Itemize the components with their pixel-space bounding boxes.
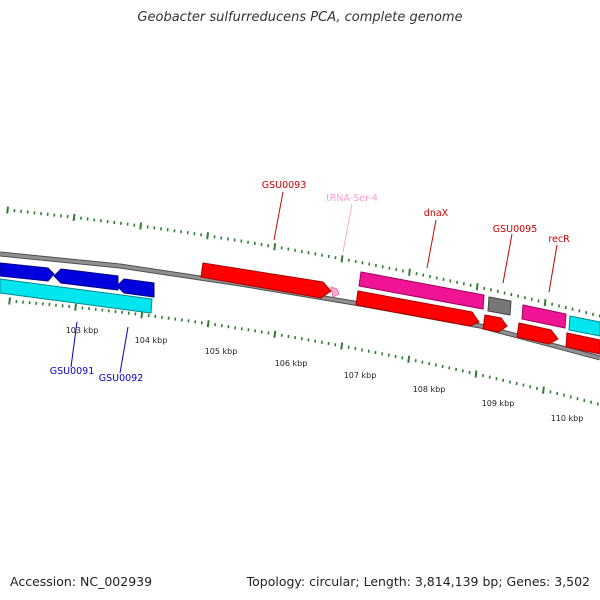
inner-tick [74,303,77,311]
scale-labels: 103 kbp 104 kbp 105 kbp 106 kbp 107 kbp … [66,326,584,423]
outer-tick [72,213,76,222]
gene-gsu0090-arrow[interactable] [0,262,55,282]
outer-tick [475,283,479,291]
gene-red-minus-4[interactable] [565,332,600,355]
outer-tick [340,255,344,263]
accession-text: Accession: NC_002939 [10,574,153,589]
gene-recr-arrow[interactable] [521,304,567,329]
outer-tick [408,268,411,276]
gene-red-minus-1[interactable] [355,290,480,327]
outer-tick [6,206,9,214]
outer-tick [273,243,277,251]
outer-tick [139,222,143,230]
gene-label-trna-ser-4[interactable]: tRNA-Ser-4 [326,193,378,204]
inner-tick [340,342,344,350]
inner-tick-marks [8,297,599,406]
scale-label-107kbp: 107 kbp [344,371,377,380]
inner-tick [542,386,545,394]
scale-label-104kbp: 104 kbp [135,336,168,345]
scale-label-109kbp: 109 kbp [482,399,515,408]
gene-label-dnax[interactable]: dnaX [424,208,449,219]
gene-gsu0091-arrow[interactable] [53,268,119,291]
gene-labels: GSU0093 tRNA-Ser-4 dnaX GSU0095 recR GSU… [50,180,570,384]
minus-strand-genes [0,278,600,355]
inner-tick [206,320,210,328]
gene-dnax-arrow[interactable] [358,271,485,310]
scale-label-105kbp: 105 kbp [205,347,238,356]
gene-label-gsu0093[interactable]: GSU0093 [262,180,307,191]
gene-red-minus-2[interactable] [482,314,508,333]
gene-label-gsu0091[interactable]: GSU0091 [50,366,95,377]
gene-gsu0092-arrow[interactable] [116,278,155,298]
gene-label-gsu0092[interactable]: GSU0092 [99,373,144,384]
gene-label-gsu0095[interactable]: GSU0095 [493,224,538,235]
gene-gsu0093-arrow[interactable] [200,262,332,299]
outer-tick [543,298,547,307]
scale-label-106kbp: 106 kbp [275,359,308,368]
label-leader-lines [70,191,558,374]
plus-strand-genes [0,262,600,337]
inner-tick [474,370,478,378]
map-title: Geobacter sulfurreducens PCA, complete g… [137,10,463,25]
gene-label-recr[interactable]: recR [548,234,570,245]
inner-tick [8,297,11,305]
gene-red-minus-3[interactable] [516,322,559,345]
gene-next-arrow[interactable] [568,315,600,337]
scale-label-108kbp: 108 kbp [413,385,446,394]
outer-tick-marks [6,206,600,318]
inner-tick [273,330,277,338]
gene-cyan-band[interactable] [0,278,153,314]
genome-summary-text: Topology: circular; Length: 3,814,139 bp… [246,574,590,589]
inner-tick [407,355,411,363]
trna-ser-4-arrow[interactable] [330,286,340,298]
scale-label-110kbp: 110 kbp [551,414,584,423]
gene-gsu0095-box[interactable] [487,296,512,316]
outer-tick [206,232,209,240]
scale-label-103kbp: 103 kbp [66,326,99,335]
inner-tick [140,311,144,319]
